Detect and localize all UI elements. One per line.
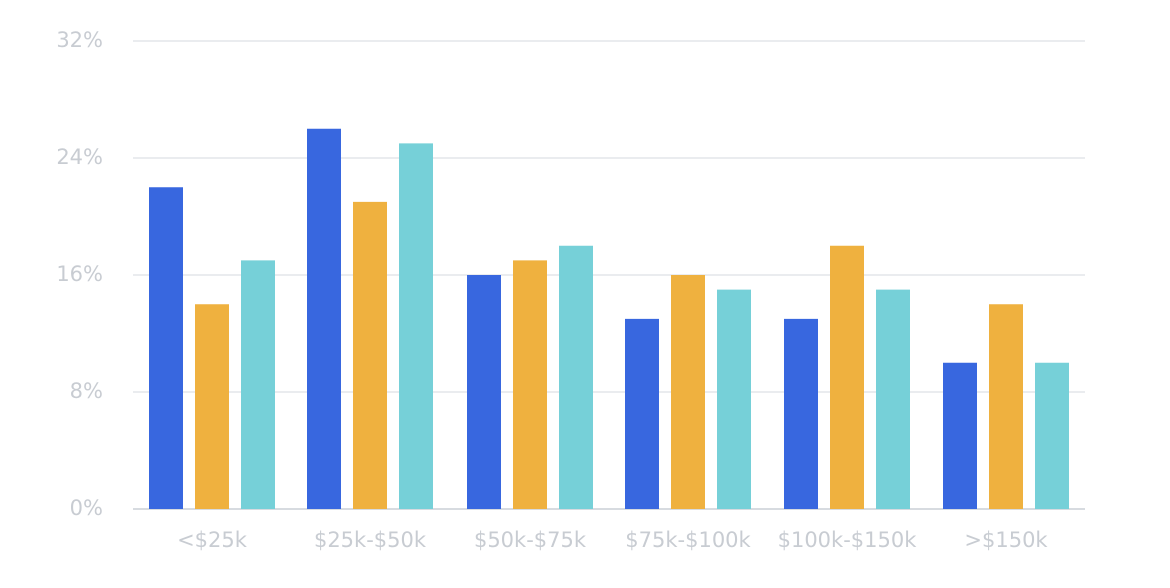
bar [149, 187, 183, 509]
bar [989, 304, 1023, 509]
y-tick-label: 8% [70, 379, 103, 403]
x-tick-label: <$25k [177, 528, 248, 552]
bars [149, 128, 1069, 509]
bar [943, 362, 977, 509]
y-tick-label: 32% [56, 28, 103, 52]
bar [195, 304, 229, 509]
bar [241, 260, 275, 509]
y-tick-label: 16% [56, 262, 103, 286]
y-tick-label: 0% [70, 496, 103, 520]
x-tick-label: >$150k [964, 528, 1048, 552]
x-tick-label: $75k-$100k [625, 528, 751, 552]
x-tick-label: $50k-$75k [474, 528, 587, 552]
bar [717, 289, 751, 509]
bar [671, 275, 705, 509]
bar [513, 260, 547, 509]
bar [876, 289, 910, 509]
axes: 0% 8% 16% 24% 32% <$25k $25k-$50k $50k-$75k $75k… [56, 28, 1048, 552]
bar [625, 318, 659, 509]
x-tick-label: $100k-$150k [778, 528, 918, 552]
bar [830, 245, 864, 509]
gridlines [133, 40, 1085, 510]
bar [784, 318, 818, 509]
bar [467, 275, 501, 509]
bar [307, 128, 341, 509]
bar [559, 245, 593, 509]
bar [1035, 362, 1069, 509]
y-tick-label: 24% [56, 145, 103, 169]
x-tick-label: $25k-$50k [314, 528, 427, 552]
bar [399, 143, 433, 509]
bar [353, 201, 387, 509]
